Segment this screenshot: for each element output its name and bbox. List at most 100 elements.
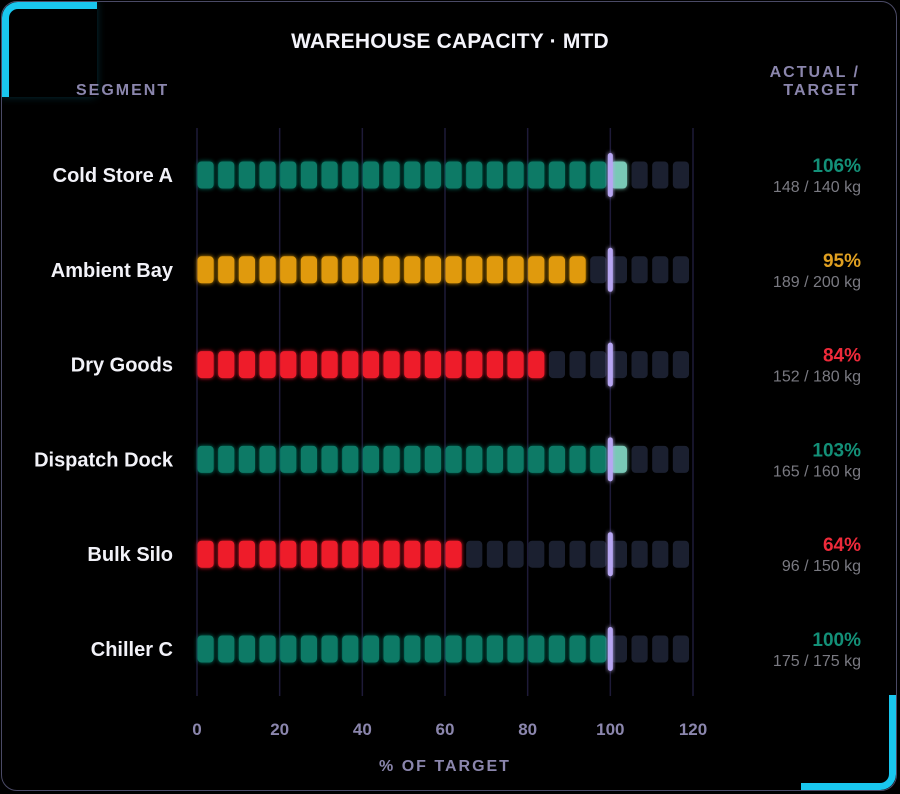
- bar-segment: [321, 351, 338, 379]
- bar: [197, 161, 689, 189]
- bar-segment: [631, 445, 648, 473]
- bar-segment: [486, 351, 503, 379]
- bar-segment: [424, 540, 441, 568]
- category-label: Bulk Silo: [87, 544, 173, 566]
- actual-target-label: 189 / 200 kg: [773, 274, 861, 291]
- bar-segment: [631, 256, 648, 284]
- percent-label: 100%: [812, 630, 861, 651]
- bar-segment: [631, 540, 648, 568]
- bar-segment: [383, 351, 400, 379]
- bar-segment: [486, 445, 503, 473]
- bar-segment: [507, 161, 524, 189]
- bar-segment: [321, 540, 338, 568]
- target-marker: [607, 627, 613, 671]
- corner-accent-bottom-right: [801, 695, 896, 790]
- bar-segment: [672, 445, 689, 473]
- bar: [197, 635, 689, 663]
- bar-segment: [507, 445, 524, 473]
- bar-segment: [238, 161, 255, 189]
- actual-target-label: 175 / 175 kg: [773, 653, 861, 670]
- bar-segment: [528, 256, 545, 284]
- target-marker: [607, 247, 613, 292]
- bar-segment: [197, 445, 214, 473]
- bar-segment: [610, 351, 627, 379]
- bar-segment: [238, 635, 255, 663]
- target-marker: [607, 532, 613, 577]
- bar-segment: [631, 161, 648, 189]
- bar-segment: [466, 161, 483, 189]
- x-tick-label: 0: [192, 720, 201, 739]
- chart-row-0: Cold Store A 106% 148 / 140 kg: [53, 153, 861, 197]
- x-axis-title: % OF TARGET: [379, 758, 511, 775]
- bar-segment: [218, 256, 235, 284]
- bar-segment: [590, 161, 607, 189]
- bar-segment: [445, 540, 462, 568]
- bar-segment: [362, 161, 379, 189]
- bar-segment: [610, 161, 627, 189]
- chart-row-3: Dispatch Dock 103% 165 / 160 kg: [34, 437, 861, 482]
- category-label: Dry Goods: [71, 355, 173, 377]
- bar-segment: [424, 635, 441, 663]
- bar-segment: [280, 161, 297, 189]
- bar-segment: [507, 256, 524, 284]
- bar-segment: [300, 540, 317, 568]
- segment-column-header: SEGMENT: [76, 82, 170, 99]
- bar-segment: [445, 161, 462, 189]
- bar-segment: [218, 161, 235, 189]
- bar-segment: [218, 351, 235, 379]
- bar-segment: [631, 351, 648, 379]
- bar-segment: [218, 445, 235, 473]
- chart-row-1: Ambient Bay 95% 189 / 200 kg: [51, 247, 861, 292]
- bar-segment: [466, 445, 483, 473]
- bar-segment: [259, 351, 276, 379]
- bar-segment: [672, 635, 689, 663]
- bar-segment: [383, 256, 400, 284]
- bar: [197, 540, 689, 568]
- chart-row-5: Chiller C 100% 175 / 175 kg: [91, 627, 861, 671]
- bar-segment: [590, 351, 607, 379]
- category-label: Chiller C: [91, 639, 173, 661]
- bar-segment: [548, 161, 565, 189]
- bar-segment: [548, 445, 565, 473]
- bar-segment: [672, 256, 689, 284]
- bar-segment: [569, 445, 586, 473]
- bar-segment: [383, 540, 400, 568]
- bar-segment: [610, 445, 627, 473]
- bar-segment: [362, 445, 379, 473]
- bar-segment: [197, 351, 214, 379]
- bar-segment: [507, 540, 524, 568]
- bar-segment: [197, 540, 214, 568]
- bar-segment: [507, 635, 524, 663]
- bar-segment: [424, 445, 441, 473]
- bar-segment: [342, 445, 359, 473]
- bar-segment: [610, 635, 627, 663]
- bar-segment: [362, 256, 379, 284]
- bar-segment: [321, 445, 338, 473]
- bar-segment: [342, 540, 359, 568]
- bar-segment: [445, 635, 462, 663]
- actual-target-label: 165 / 160 kg: [773, 463, 861, 480]
- bar-segment: [362, 540, 379, 568]
- bar-segment: [280, 351, 297, 379]
- percent-label: 103%: [812, 440, 861, 461]
- bar-segment: [445, 351, 462, 379]
- bar-segment: [569, 256, 586, 284]
- bar-segment: [610, 540, 627, 568]
- bar-segment: [652, 161, 669, 189]
- chart-row-2: Dry Goods 84% 152 / 180 kg: [71, 342, 861, 387]
- chart-title: WAREHOUSE CAPACITY · MTD: [291, 30, 609, 53]
- percent-label: 64%: [823, 535, 861, 556]
- category-label: Dispatch Dock: [34, 449, 174, 471]
- bar-segment: [300, 635, 317, 663]
- bar-segment: [259, 445, 276, 473]
- bar-segment: [528, 635, 545, 663]
- x-tick-label: 40: [353, 720, 372, 739]
- bar-segment: [569, 161, 586, 189]
- bar-segment: [342, 635, 359, 663]
- bar-segment: [652, 635, 669, 663]
- actual-target-label: 152 / 180 kg: [773, 369, 861, 386]
- bar-segment: [321, 635, 338, 663]
- target-marker: [607, 342, 613, 387]
- bar-segment: [259, 635, 276, 663]
- bar-segment: [342, 161, 359, 189]
